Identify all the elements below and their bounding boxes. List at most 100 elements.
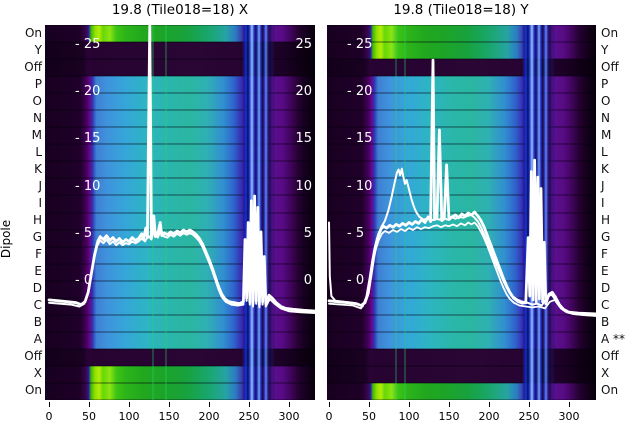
dipole-label-right: On [601, 383, 619, 398]
db-tick-label-inner: - 0 [347, 273, 365, 288]
dipole-label-right: I [601, 195, 605, 210]
x-tick-mark [489, 402, 490, 407]
dipole-label-left: L [35, 144, 42, 159]
db-tick-label-inner: - 5 [75, 225, 93, 241]
dipole-label-left: O [32, 93, 42, 108]
dipole-label-right: O [601, 93, 611, 108]
x-tick-mark [289, 402, 290, 407]
curve-power-secondary [48, 202, 315, 314]
dipole-label-right: C [601, 298, 610, 313]
green-channel-line [152, 25, 155, 400]
dipole-label-right: A ** [601, 332, 626, 347]
dipole-label-right: L [601, 144, 608, 159]
dipole-label-left: M [31, 127, 42, 142]
x-tick-mark [569, 402, 570, 407]
dipole-label-right: H [601, 213, 611, 228]
power-curves [327, 58, 596, 317]
panel-title-y: 19.8 (Tile018=18) Y [393, 2, 529, 18]
db-tick-label-edge: 25 [295, 37, 312, 52]
db-tick-label-inner: - 25 [347, 37, 373, 52]
dipole-label-right: P [601, 76, 609, 91]
dipole-label-left: G [32, 230, 42, 245]
x-tick-label: 150 [158, 410, 180, 423]
dipole-label-left: Off [24, 349, 42, 364]
db-tick-label-inner: - 15 [75, 131, 101, 147]
dipole-label-left: Off [24, 59, 42, 74]
dipole-label-left: Y [34, 42, 42, 57]
db-tick-label-inner: - 15 [347, 131, 373, 147]
x-tick-mark [209, 402, 210, 407]
db-tick-label-inner: - 10 [347, 178, 373, 194]
db-tick-label-edge: 15 [295, 131, 312, 147]
x-tick-mark [129, 402, 130, 407]
db-tick-label-edge: 0 [303, 273, 312, 288]
dipole-label-right: F [601, 247, 608, 262]
x-tick-label: 150 [438, 410, 460, 423]
dipole-label-right: Off [601, 349, 619, 364]
heatmap-panel-x: - 25 25 - 20 20 - 15 15 - 10 10 - 5 5 - 0 0 [45, 25, 315, 400]
x-tick-mark [89, 402, 90, 407]
green-channel-line [165, 25, 167, 400]
dipole-label-left: B [33, 315, 42, 330]
dipole-label-right: D [601, 281, 611, 296]
x-tick-label: 200 [198, 410, 220, 423]
dipole-label-left: H [32, 213, 42, 228]
x-tick-mark [369, 402, 370, 407]
dipole-label-left: J [38, 178, 42, 193]
dipole-label-right: N [601, 110, 610, 125]
heatmap-panel-y: - 25 - 20 - 15 - 10 - 5 - 0 [327, 25, 596, 400]
x-tick-label: 200 [478, 410, 500, 423]
x-tick-label: 100 [118, 410, 140, 423]
dipole-label-right: K [601, 161, 609, 176]
x-tick-mark [529, 402, 530, 407]
dipole-label-right: On [601, 25, 619, 40]
x-tick-mark [249, 402, 250, 407]
dipole-label-left: P [34, 76, 42, 91]
db-tick-label-inner: - 25 [75, 37, 101, 52]
dipole-label-right: X [601, 366, 610, 381]
dipole-label-left: E [34, 264, 42, 279]
curve-power-tertiary [328, 221, 596, 317]
dipole-label-left: N [33, 110, 42, 125]
x-tick-label: 50 [82, 410, 96, 423]
x-tick-mark [49, 402, 50, 407]
x-tick-label: 0 [325, 410, 333, 423]
dipole-label-right: Y [601, 42, 609, 57]
x-tick-label: 250 [238, 410, 260, 423]
dipole-label-right: Off [601, 59, 619, 74]
x-tick-label: 300 [278, 410, 300, 423]
green-channel-line [394, 25, 397, 400]
x-tick-label: 0 [45, 410, 53, 423]
db-tick-label-edge: 10 [295, 178, 312, 194]
x-tick-mark [409, 402, 410, 407]
dipole-label-right: B [601, 315, 610, 330]
x-tick-mark [449, 402, 450, 407]
x-tick-mark [169, 402, 170, 407]
db-tick-label-edge: 5 [303, 225, 312, 241]
db-tick-label-inner: - 0 [75, 273, 93, 288]
dipole-label-left: K [34, 161, 42, 176]
dipole-label-left: I [38, 195, 42, 210]
curve-power-main [47, 25, 315, 313]
dipole-label-left: A [33, 332, 42, 347]
dipole-label-left: C [33, 298, 42, 313]
dipole-label-right: E [601, 264, 609, 279]
dipole-label-left: On [24, 383, 42, 398]
dipole-label-left: X [33, 366, 42, 381]
curve-power-main [327, 58, 596, 316]
power-curves [47, 25, 315, 314]
dipole-label-left: On [24, 25, 42, 40]
panel-title-x: 19.8 (Tile018=18) X [111, 2, 249, 18]
dipole-label-right: G [601, 230, 611, 245]
db-tick-label-inner: - 20 [75, 84, 101, 100]
x-tick-label: 300 [558, 410, 580, 423]
db-tick-label-edge: 20 [295, 84, 312, 100]
dipole-label-left: D [32, 281, 42, 296]
x-tick-label: 250 [518, 410, 540, 423]
x-tick-label: 100 [398, 410, 420, 423]
dipole-label-right: J [601, 178, 605, 193]
green-channel-line [404, 25, 407, 400]
dipole-label-left: F [35, 247, 42, 262]
db-tick-label-inner: - 10 [75, 178, 101, 194]
